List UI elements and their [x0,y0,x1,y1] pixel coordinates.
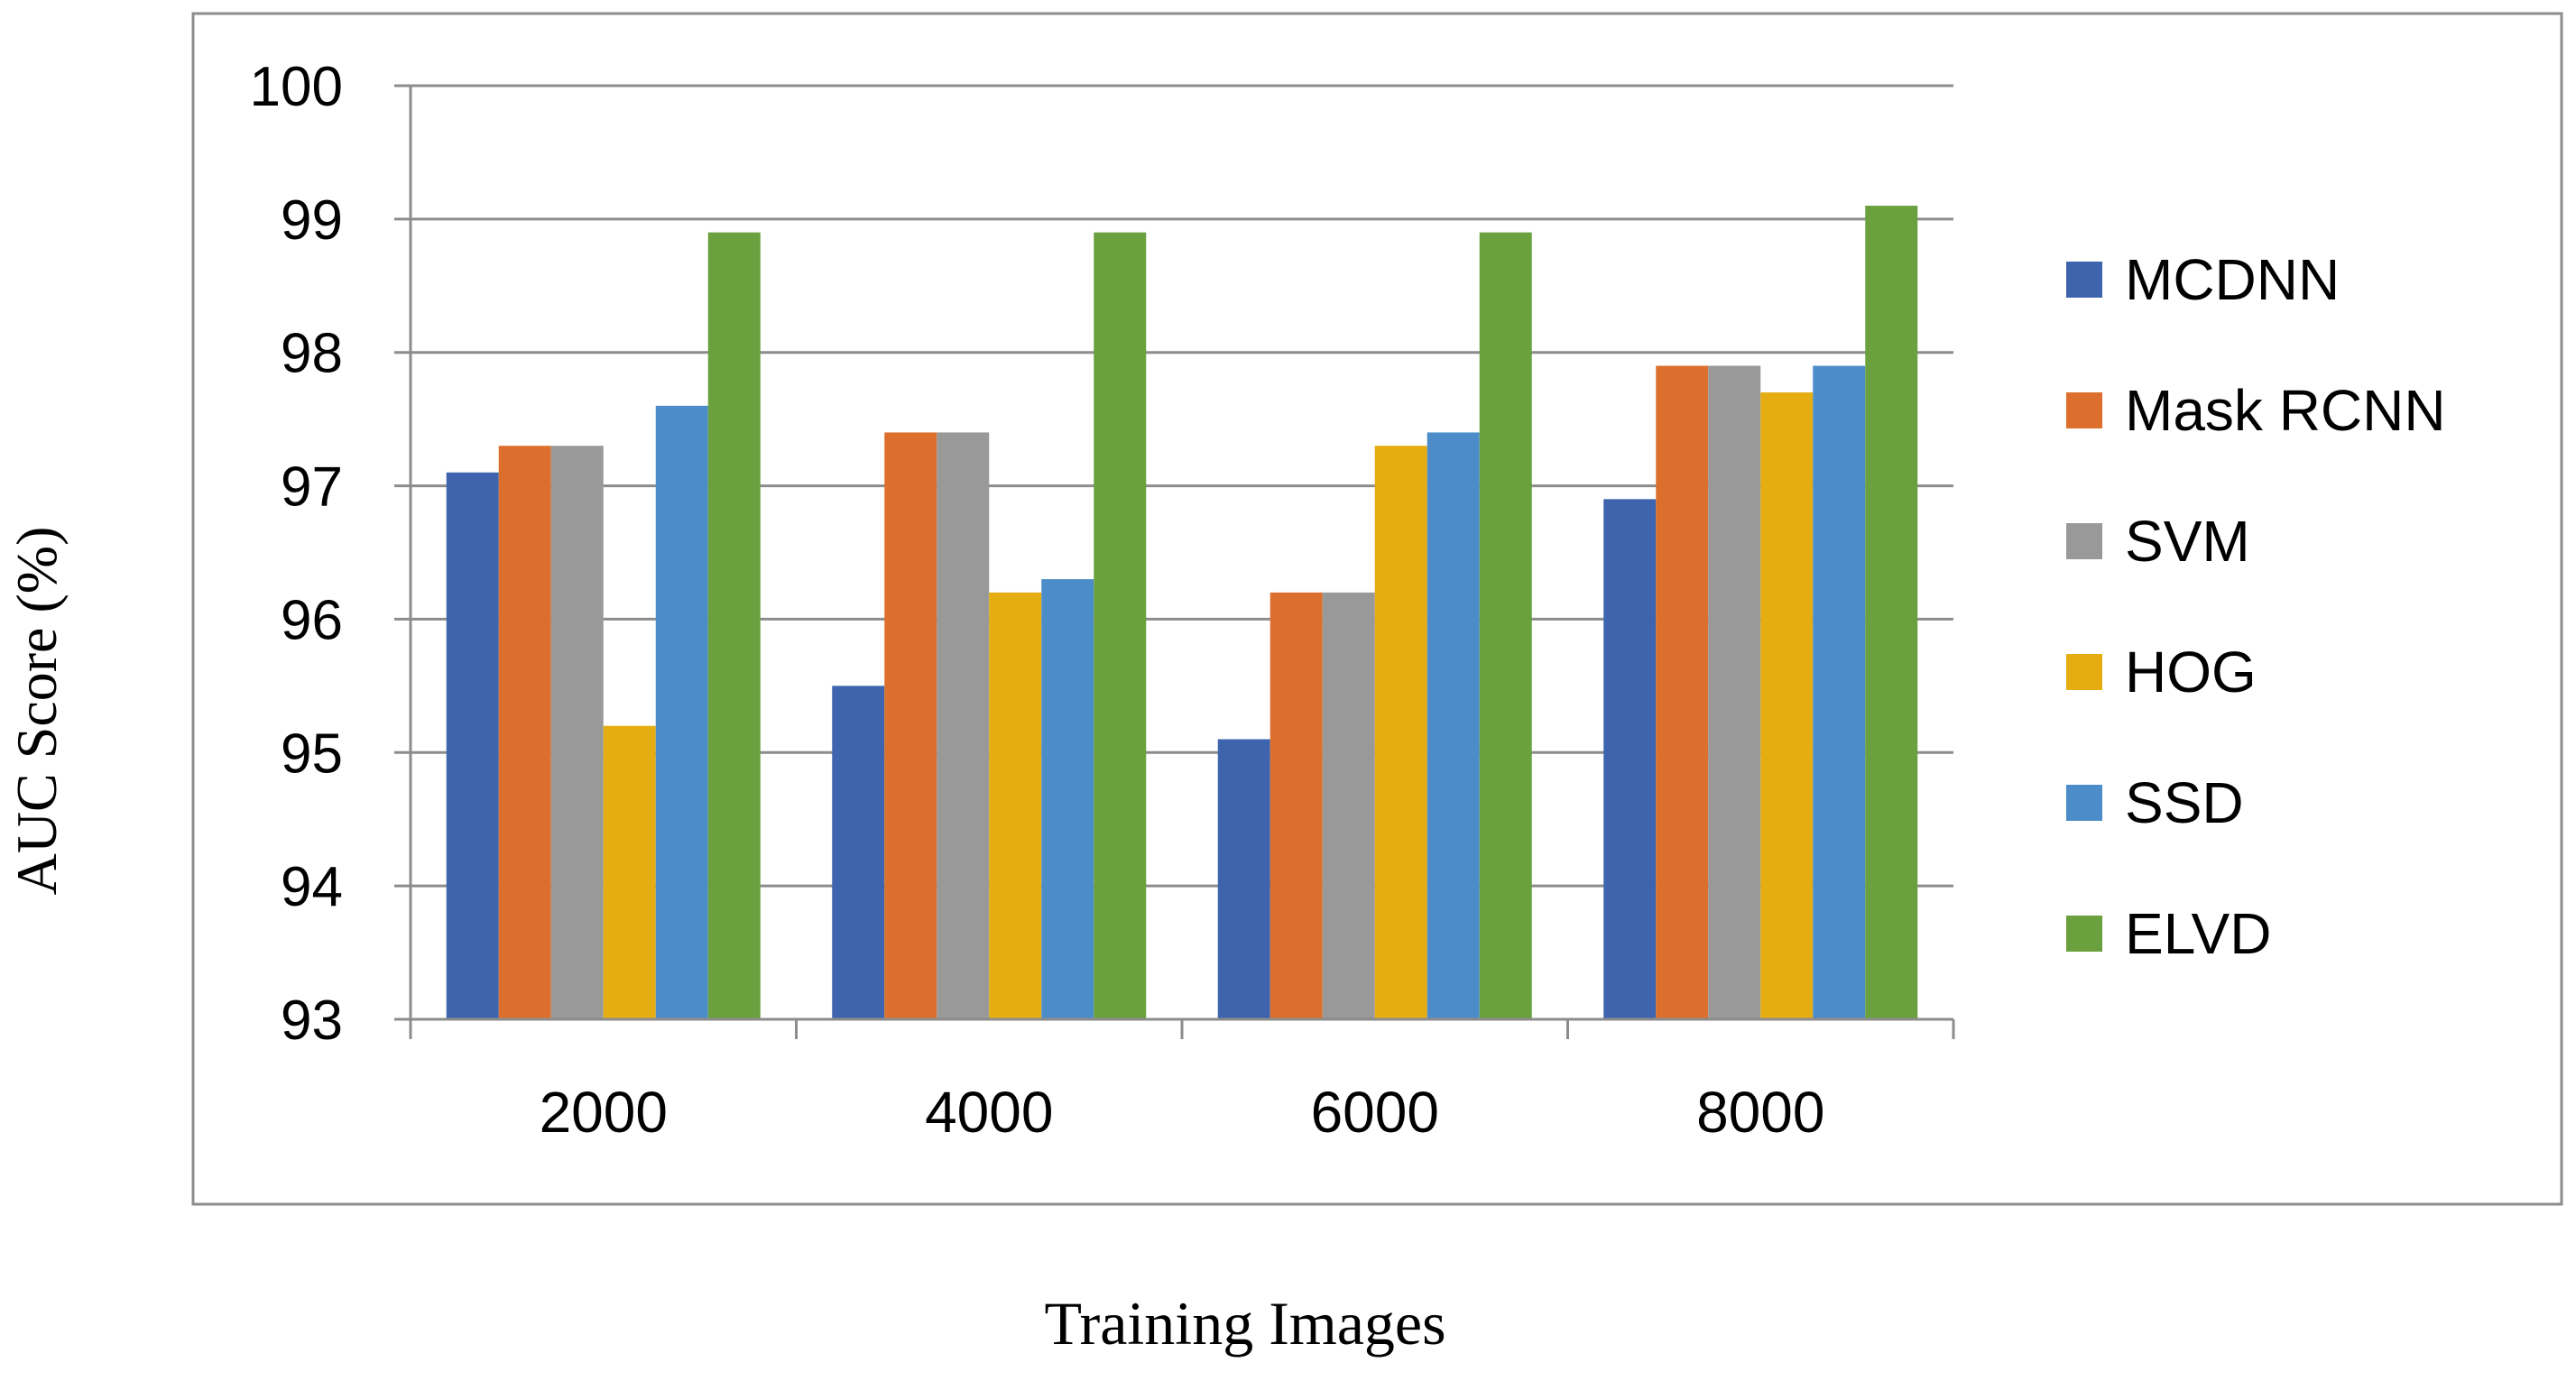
chart-border [191,12,2563,1206]
bar-ssd-2000 [655,405,708,1019]
bar-svm-2000 [550,446,604,1019]
x-axis-title: Training Images [1044,1289,1445,1358]
legend-swatch [2066,654,2102,690]
legend-label: HOG [2125,640,2257,704]
bar-ssd-8000 [1813,365,1866,1019]
bars [446,206,1918,1020]
bar-hog-2000 [603,725,656,1019]
bar-elvd-4000 [1094,232,1147,1020]
legend-swatch [2066,262,2102,298]
bar-ssd-6000 [1426,432,1480,1019]
axes [394,86,1955,1039]
bar-mcdnn-6000 [1217,739,1270,1019]
legend-label: SSD [2125,770,2244,835]
legend-label: Mask RCNN [2125,378,2446,443]
bar-elvd-6000 [1479,232,1532,1020]
y-tick-label: 98 [281,323,343,385]
y-tick-label: 95 [281,723,343,785]
bar-hog-8000 [1760,392,1814,1020]
bar-mcdnn-8000 [1603,499,1657,1019]
legend-label: SVM [2125,509,2250,574]
legend-swatch [2066,785,2102,821]
x-tick-label: 8000 [1696,1080,1824,1145]
y-axis-title: AUC Score (%) [5,527,69,896]
x-tick-label: 2000 [540,1080,668,1145]
x-tick-label: 6000 [1311,1080,1439,1145]
bar-mask-rcnn-6000 [1270,592,1323,1019]
legend-label: ELVD [2125,901,2271,966]
y-tick-label: 96 [281,589,343,651]
legend-label: MCDNN [2125,247,2340,312]
bar-hog-4000 [989,592,1042,1019]
y-tick-label: 100 [250,56,343,118]
bar-svm-6000 [1322,592,1375,1019]
bar-elvd-2000 [707,232,761,1020]
bar-hog-6000 [1374,446,1427,1019]
legend-swatch [2066,916,2102,952]
bar-mcdnn-2000 [446,472,499,1019]
bar-elvd-8000 [1865,206,1918,1020]
y-tick-label: 94 [281,856,343,918]
legend: MCDNN Mask RCNN SVM HOG SSD ELVD [2066,247,2446,966]
x-tick-labels: 2000 4000 6000 8000 [540,1080,1825,1145]
legend-swatch [2066,523,2102,559]
legend-swatch [2066,392,2102,428]
y-tick-label: 97 [281,456,343,519]
bar-mask-rcnn-2000 [498,446,551,1019]
y-tick-label: 99 [281,189,343,252]
bar-mcdnn-4000 [832,686,885,1019]
bar-svm-4000 [937,432,990,1019]
y-tick-label: 93 [281,990,343,1052]
bar-ssd-4000 [1041,579,1094,1019]
bar-svm-8000 [1708,365,1761,1019]
bar-mask-rcnn-8000 [1656,365,1709,1019]
y-tick-labels: 93 94 95 96 97 98 99 100 [250,56,343,1052]
bar-mask-rcnn-4000 [884,432,937,1019]
x-tick-label: 4000 [925,1080,1053,1145]
